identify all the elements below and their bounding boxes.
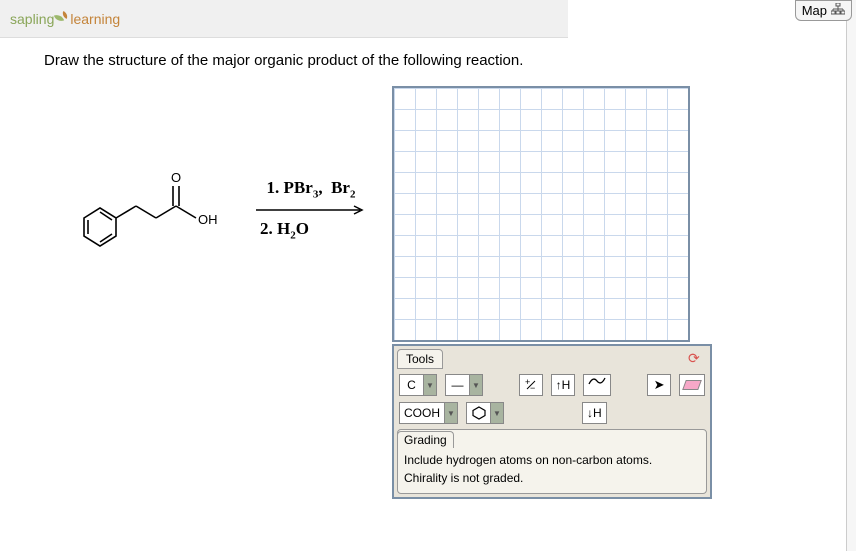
pointer-tool[interactable]: ➤ [647, 374, 671, 396]
logo-text-sapling: sapling [10, 11, 54, 27]
atom-dropdown-icon[interactable]: ▼ [423, 374, 437, 396]
ring-tool[interactable] [466, 402, 490, 424]
canvas-grid[interactable] [394, 88, 688, 340]
hexagon-icon [472, 406, 486, 420]
reaction-arrow-icon [256, 205, 366, 215]
tool-row-1: C ▼ — ▼ +− ↑H ➤ [397, 371, 707, 399]
tools-tab-label: Tools [397, 349, 443, 369]
curved-bond-tool[interactable] [583, 374, 611, 396]
grading-line-2: Chirality is not graded. [404, 469, 700, 487]
right-scroll-gutter [846, 0, 856, 551]
reagent-conditions: 1. PBr3, Br2 2. H2O [256, 176, 366, 244]
tools-panel: ⟳ Tools C ▼ — ▼ +− ↑H ➤ COOH ▼ [392, 344, 712, 499]
svg-text:OH: OH [198, 212, 218, 227]
brand-header: sapling learning [0, 0, 568, 38]
sitemap-icon [831, 3, 845, 18]
grading-line-1: Include hydrogen atoms on non-carbon ato… [404, 451, 700, 469]
remove-hydrogen-tool[interactable]: ↓H [582, 402, 607, 424]
reagent-line-1: 1. PBr3, Br2 [267, 176, 356, 203]
grading-panel: Grading Include hydrogen atoms on non-ca… [397, 429, 707, 494]
bond-dropdown-icon[interactable]: ▼ [469, 374, 483, 396]
starting-material-structure: O OH [60, 160, 240, 260]
ring-dropdown-icon[interactable]: ▼ [490, 402, 504, 424]
bond-tool[interactable]: — [445, 374, 469, 396]
map-tab-label: Map [802, 3, 827, 18]
svg-text:O: O [171, 170, 181, 185]
reaction-scheme: O OH 1. PBr3, Br2 2. H2O [60, 160, 366, 260]
sapling-logo: sapling learning [10, 10, 120, 27]
grading-title: Grading [397, 431, 454, 448]
add-hydrogen-tool[interactable]: ↑H [551, 374, 576, 396]
map-tab[interactable]: Map [795, 0, 852, 21]
eraser-tool[interactable] [679, 374, 705, 396]
atom-tool[interactable]: C [399, 374, 423, 396]
eraser-icon [682, 380, 702, 390]
drawing-canvas[interactable] [392, 86, 690, 342]
reset-icon[interactable]: ⟳ [688, 350, 706, 368]
leaf-icon [55, 12, 69, 26]
cooh-dropdown-icon[interactable]: ▼ [444, 402, 458, 424]
charge-tool[interactable]: +− [519, 374, 543, 396]
reagent-line-2: 2. H2O [256, 217, 309, 244]
tool-row-2: COOH ▼ ▼ ↓H [397, 399, 707, 427]
svg-text:−: − [530, 383, 535, 391]
question-prompt: Draw the structure of the major organic … [44, 52, 856, 69]
logo-text-learning: learning [70, 11, 120, 27]
cooh-tool[interactable]: COOH [399, 402, 444, 424]
